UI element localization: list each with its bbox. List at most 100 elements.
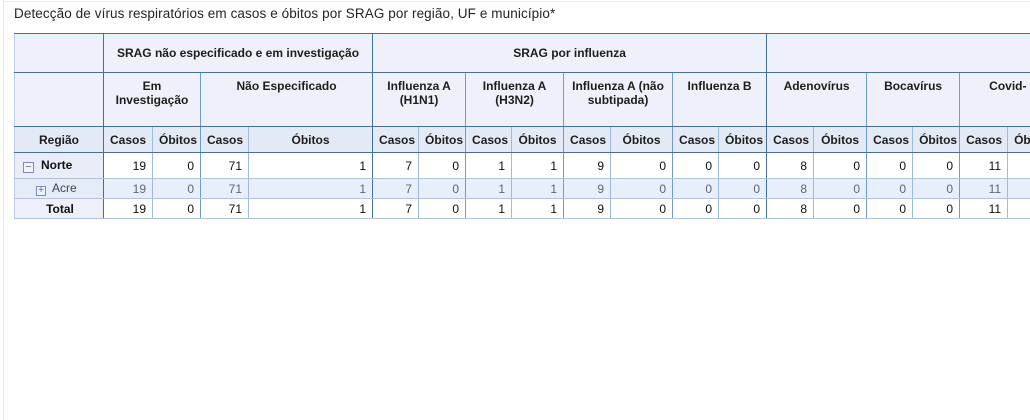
virus-header-influenza-a-h3n2: Influenza A (H3N2)	[465, 72, 564, 127]
table-cell: 0	[672, 152, 719, 179]
table-cell: 0	[418, 198, 466, 219]
casos-header: Casos	[766, 126, 814, 153]
group-header-outros	[766, 33, 1030, 73]
casos-header: Casos	[200, 126, 249, 153]
virus-header-influenza-b: Influenza B	[672, 72, 767, 127]
region-cell-total: Total	[14, 198, 104, 219]
virus-header-bocavirus: Bocavírus	[866, 72, 960, 127]
table-cell: 0	[912, 178, 960, 199]
table-cell: 11	[959, 152, 1008, 179]
table-cell: 0	[718, 198, 767, 219]
table-cell: 7	[372, 152, 419, 179]
table-cell: 0	[152, 198, 201, 219]
collapse-icon[interactable]: −	[23, 162, 34, 173]
table-cell: 19	[103, 198, 153, 219]
virus-header-nao-especificado: Não Especificado	[199, 72, 373, 127]
region-cell-acre[interactable]: + Acre	[14, 178, 104, 199]
virus-header-covid: Covid-	[959, 72, 1030, 127]
virus-header-influenza-a-nao-subtipada: Influenza A (não subtipada)	[563, 72, 673, 127]
table-cell: 0	[418, 178, 466, 199]
group-header-srag-influenza: SRAG por influenza	[372, 33, 767, 73]
table-cell: 0	[813, 178, 867, 199]
table-cell: 1	[247, 152, 373, 179]
table-cell: 1	[247, 178, 373, 199]
table-cell: 0	[610, 152, 673, 179]
table-cell: 0	[813, 152, 867, 179]
table-cell: 1	[511, 178, 564, 199]
table-row-acre: + Acre 19 0 71 1 7 0 1 1 9 0 0 0 8 0 0 0 …	[14, 178, 1030, 199]
table-cell: 0	[152, 152, 201, 179]
obitos-header: Óbitos	[418, 126, 466, 153]
table-cell: 0	[718, 178, 767, 199]
region-cell-norte[interactable]: − Norte	[14, 152, 104, 179]
table-cell: 1	[511, 198, 564, 219]
casos-header: Casos	[866, 126, 913, 153]
obitos-header: Óbitos	[912, 126, 960, 153]
table-cell: 0	[418, 152, 466, 179]
measure-header-row: Região Casos Óbitos Casos Óbitos Casos Ó…	[14, 126, 1030, 153]
table-cell: 0	[912, 198, 960, 219]
table-cell: 1	[247, 198, 373, 219]
table-cell: 71	[200, 178, 249, 199]
obitos-header: Óbitos	[1007, 126, 1030, 153]
table-cell: 11	[959, 198, 1008, 219]
container-top-border	[3, 1, 1030, 2]
table-cell: 9	[563, 198, 611, 219]
container-left-border	[3, 0, 4, 420]
table-cell: 1	[465, 198, 512, 219]
virus-header-em-investigacao: Em Investigação	[103, 72, 201, 127]
obitos-header: Óbitos	[610, 126, 673, 153]
visual-title: Detecção de vírus respiratórios em casos…	[14, 6, 556, 21]
table-cell: 71	[200, 152, 249, 179]
table-cell: 19	[103, 178, 153, 199]
obitos-header: Óbitos	[718, 126, 767, 153]
group-header-row: SRAG não especificado e em investigação …	[14, 33, 1030, 73]
table-cell: 7	[372, 198, 419, 219]
table-cell: 0	[813, 198, 867, 219]
virus-header-adenovirus: Adenovírus	[766, 72, 867, 127]
casos-header: Casos	[563, 126, 611, 153]
table-cell	[1007, 178, 1030, 199]
table-cell: 1	[511, 152, 564, 179]
obitos-header: Óbitos	[152, 126, 201, 153]
table-row-norte: − Norte 19 0 71 1 7 0 1 1 9 0 0 0 8 0 0 0…	[14, 152, 1030, 179]
obitos-header: Óbitos	[511, 126, 564, 153]
obitos-header: Óbitos	[813, 126, 867, 153]
table-row-total: Total 19 0 71 1 7 0 1 1 9 0 0 0 8 0 0 0 …	[14, 198, 1030, 219]
table-cell: 0	[866, 178, 913, 199]
table-cell: 1	[465, 152, 512, 179]
region-column-header: Região	[14, 126, 104, 153]
table-cell: 0	[866, 198, 913, 219]
casos-header: Casos	[103, 126, 153, 153]
table-cell	[1007, 152, 1030, 179]
table-cell: 71	[200, 198, 249, 219]
table-cell: 0	[866, 152, 913, 179]
table-cell: 0	[912, 152, 960, 179]
casos-header: Casos	[465, 126, 512, 153]
table-cell: 19	[103, 152, 153, 179]
table-cell: 8	[766, 198, 814, 219]
table-cell: 1	[465, 178, 512, 199]
region-label: Norte	[41, 158, 73, 172]
virus-header-row: Em Investigação Não Especificado Influen…	[14, 72, 1030, 127]
casos-header: Casos	[959, 126, 1008, 153]
obitos-header: Óbitos	[247, 126, 373, 153]
virus-matrix-table: SRAG não especificado e em investigação …	[14, 33, 1030, 219]
expand-icon[interactable]: +	[36, 186, 46, 196]
region-label: Acre	[52, 181, 77, 195]
table-cell: 9	[563, 178, 611, 199]
table-cell: 0	[610, 198, 673, 219]
corner-cell-2	[14, 72, 104, 127]
table-cell: 8	[766, 152, 814, 179]
table-cell	[1007, 198, 1030, 219]
table-cell: 0	[610, 178, 673, 199]
casos-header: Casos	[372, 126, 419, 153]
table-cell: 0	[672, 178, 719, 199]
table-cell: 0	[152, 178, 201, 199]
table-cell: 7	[372, 178, 419, 199]
virus-header-influenza-a-h1n1: Influenza A (H1N1)	[372, 72, 466, 127]
table-cell: 11	[959, 178, 1008, 199]
casos-header: Casos	[672, 126, 719, 153]
table-cell: 0	[718, 152, 767, 179]
